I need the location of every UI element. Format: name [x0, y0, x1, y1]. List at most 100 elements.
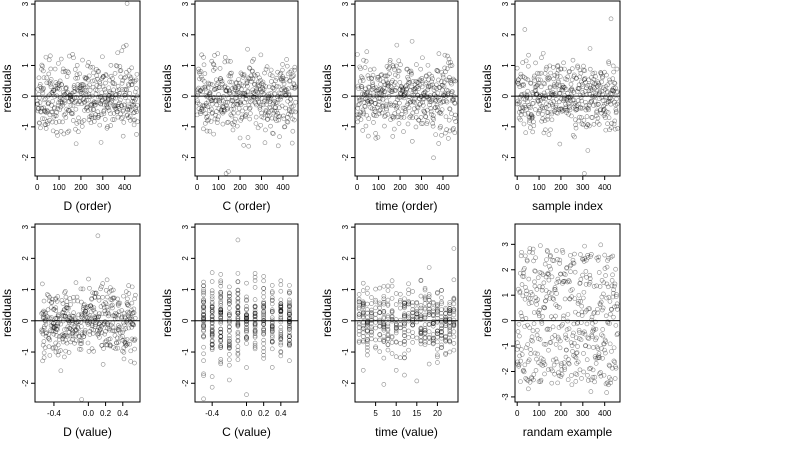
- data-point: [375, 87, 381, 92]
- data-point: [443, 338, 448, 344]
- data-point: [399, 85, 405, 91]
- data-point: [592, 98, 598, 104]
- data-point: [531, 377, 536, 383]
- data-point: [535, 275, 541, 280]
- data-point: [586, 88, 592, 93]
- data-point: [87, 94, 93, 100]
- data-point: [570, 349, 575, 354]
- data-point: [359, 84, 364, 89]
- data-point: [62, 100, 67, 106]
- data-point: [515, 77, 521, 83]
- data-point: [414, 319, 420, 325]
- data-point: [529, 376, 535, 381]
- data-point: [543, 288, 549, 293]
- data-point: [393, 339, 399, 345]
- data-point: [65, 311, 71, 317]
- data-point: [408, 68, 414, 74]
- data-point: [379, 87, 385, 93]
- data-point: [287, 303, 292, 309]
- data-point: [114, 88, 120, 94]
- data-point: [426, 302, 432, 308]
- data-point: [433, 105, 438, 110]
- data-point: [598, 70, 603, 75]
- data-point: [580, 90, 585, 95]
- data-point: [411, 88, 417, 94]
- data-point: [447, 106, 452, 112]
- data-point: [64, 106, 70, 112]
- data-point: [252, 323, 258, 328]
- data-point: [287, 334, 292, 340]
- data-point: [519, 347, 524, 352]
- data-point: [375, 75, 380, 80]
- data-point: [423, 114, 428, 119]
- data-point: [119, 308, 125, 313]
- data-point: [195, 87, 201, 93]
- data-point: [415, 105, 421, 111]
- data-point: [594, 108, 600, 114]
- data-point: [287, 319, 292, 324]
- y-tick-label: -2: [181, 379, 190, 387]
- data-point: [601, 106, 607, 112]
- data-point: [526, 63, 531, 69]
- y-axis-title: residuals: [480, 64, 494, 112]
- data-point: [91, 107, 96, 112]
- data-point: [197, 71, 203, 76]
- data-point: [129, 82, 135, 87]
- data-point: [411, 98, 416, 104]
- data-point: [40, 310, 46, 315]
- data-point: [402, 313, 407, 319]
- data-point: [443, 311, 448, 316]
- data-point: [283, 76, 289, 82]
- data-point: [356, 319, 362, 325]
- x-axis-title: randam example: [523, 425, 613, 439]
- data-point: [550, 89, 555, 95]
- data-point: [61, 131, 67, 137]
- data-point: [541, 360, 546, 365]
- data-point: [532, 88, 538, 94]
- data-point: [533, 295, 539, 300]
- data-point: [559, 109, 565, 114]
- data-point: [287, 343, 292, 349]
- data-point: [274, 75, 280, 81]
- data-point: [451, 321, 457, 326]
- data-point: [287, 323, 292, 329]
- data-point: [582, 329, 587, 335]
- data-point: [378, 107, 383, 113]
- data-point: [218, 345, 224, 351]
- data-point: [390, 63, 396, 68]
- data-point: [575, 301, 581, 306]
- data-point: [243, 112, 249, 117]
- data-point: [278, 330, 284, 335]
- data-point: [453, 112, 458, 118]
- data-point: [252, 82, 257, 87]
- data-point: [244, 306, 249, 312]
- data-point: [529, 113, 534, 119]
- data-point: [418, 326, 424, 331]
- data-point: [516, 362, 522, 368]
- data-point: [68, 92, 73, 98]
- data-point: [536, 98, 541, 104]
- data-point: [373, 305, 378, 311]
- data-point: [274, 118, 279, 124]
- data-point: [435, 328, 440, 334]
- data-point: [381, 85, 387, 91]
- data-point: [277, 105, 282, 110]
- data-point: [269, 328, 275, 334]
- data-point: [71, 298, 77, 304]
- data-point: [55, 85, 60, 91]
- data-point: [216, 85, 222, 91]
- data-point: [73, 126, 78, 132]
- data-point: [364, 97, 370, 103]
- data-point: [381, 321, 387, 327]
- x-tick-label: 200: [74, 183, 88, 192]
- data-point: [80, 90, 86, 96]
- data-point: [381, 325, 387, 330]
- data-point: [235, 288, 241, 293]
- data-point: [221, 107, 227, 113]
- data-point: [417, 77, 423, 83]
- data-point: [105, 98, 111, 103]
- data-point: [261, 278, 266, 284]
- data-point: [402, 321, 407, 327]
- data-point: [435, 354, 440, 360]
- data-point: [118, 68, 124, 73]
